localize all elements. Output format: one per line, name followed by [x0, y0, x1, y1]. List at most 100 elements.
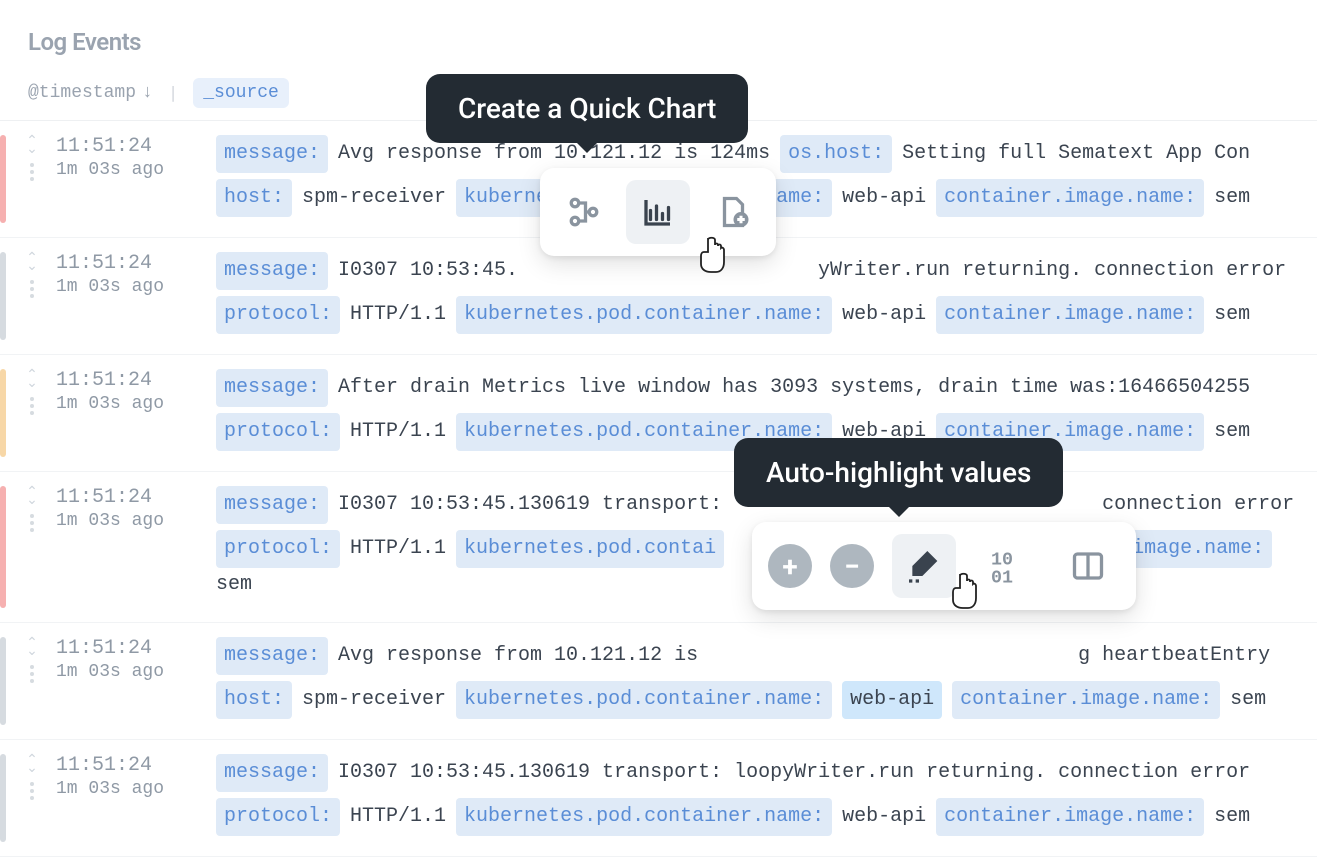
- field-key[interactable]: host:: [216, 179, 292, 217]
- more-icon[interactable]: [30, 280, 34, 298]
- field-value[interactable]: HTTP/1.1: [350, 532, 446, 566]
- field-value[interactable]: I0307 10:53:45.: [338, 254, 518, 288]
- field-key[interactable]: host:: [216, 681, 292, 719]
- more-icon[interactable]: [30, 665, 34, 683]
- field-key[interactable]: container.image.name:: [936, 296, 1204, 334]
- field-value[interactable]: HTTP/1.1: [350, 298, 446, 332]
- log-line: message:Avg response from 10.121.12 is 1…: [216, 135, 1317, 173]
- log-row[interactable]: ⌃⌄11:51:241m 03s agomessage:After drain …: [0, 355, 1317, 472]
- field-key[interactable]: message:: [216, 252, 328, 290]
- log-row[interactable]: ⌃⌄ 11:51:241m 03s agomessage: Avg response…: [0, 623, 1317, 740]
- more-icon[interactable]: [30, 163, 34, 181]
- field-value[interactable]: I0307 10:53:45.130619 transport:: [338, 488, 722, 522]
- field-value[interactable]: web-api: [842, 800, 926, 834]
- log-line: host: spm-receiver kubernetes.pod.containe…: [216, 681, 1317, 719]
- field-key[interactable]: protocol:: [216, 413, 340, 451]
- field-value[interactable]: sem: [1214, 415, 1250, 449]
- expand-icon[interactable]: ⌃⌄: [26, 137, 38, 153]
- expand-icon[interactable]: ⌃⌄: [26, 639, 38, 655]
- row-gutter-controls: ⌃⌄: [8, 135, 56, 223]
- field-value[interactable]: After drain Metrics live window has 3093…: [338, 371, 1250, 405]
- field-value[interactable]: I0307 10:53:45.130619 transport: loopyWr…: [338, 756, 1250, 790]
- field-key[interactable]: kubernetes.pod.contai: [456, 530, 724, 568]
- column-separator: |: [171, 83, 175, 104]
- minus-circle-icon[interactable]: −: [830, 544, 874, 588]
- time-value: 11:51:24: [56, 637, 216, 660]
- add-page-icon[interactable]: [700, 180, 764, 244]
- expand-icon[interactable]: ⌃⌄: [26, 254, 38, 270]
- more-icon[interactable]: [30, 514, 34, 532]
- log-content: message: I0307 10:53:45.130619 transport:…: [216, 754, 1317, 842]
- svg-text:01: 01: [991, 568, 1013, 586]
- row-gutter-controls: ⌃⌄: [8, 637, 56, 725]
- field-value[interactable]: HTTP/1.1: [350, 415, 446, 449]
- log-line: message: After drain Metrics live window …: [216, 369, 1317, 407]
- plus-circle-icon[interactable]: +: [768, 544, 812, 588]
- timestamp-column-header[interactable]: @timestamp ↓: [28, 83, 153, 103]
- field-key[interactable]: message:: [216, 369, 328, 407]
- log-row[interactable]: ⌃⌄ 11:51:241m 03s agomessage: I0307 10:53:…: [0, 740, 1317, 857]
- row-gutter-controls: ⌃⌄: [8, 252, 56, 340]
- tooltip-auto-highlight: Auto-highlight values: [734, 438, 1063, 507]
- log-line: protocol: HTTP/1.1 kubernetes.pod.containe…: [216, 296, 1317, 334]
- field-value[interactable]: HTTP/1.1: [350, 800, 446, 834]
- field-value[interactable]: sem: [1214, 800, 1250, 834]
- field-value[interactable]: spm-receiver: [302, 181, 446, 215]
- field-value[interactable]: Setting full Sematext App Con: [902, 137, 1250, 171]
- highlighter-icon[interactable]: [892, 534, 956, 598]
- field-value[interactable]: sem: [1214, 181, 1250, 215]
- log-line: message: I0307 10:53:45. yWriter.run retur…: [216, 252, 1317, 290]
- field-value[interactable]: connection error: [1102, 488, 1294, 522]
- bar-chart-icon[interactable]: [626, 180, 690, 244]
- field-value[interactable]: yWriter.run returning. connection error: [818, 254, 1286, 288]
- field-key[interactable]: kubernetes.pod.container.name:: [456, 296, 832, 334]
- field-key[interactable]: protocol:: [216, 296, 340, 334]
- field-key[interactable]: os.host:: [780, 135, 892, 173]
- field-value[interactable]: web-api: [842, 298, 926, 332]
- field-key[interactable]: image.name:: [1124, 530, 1272, 568]
- field-value[interactable]: sem: [216, 568, 252, 602]
- field-key[interactable]: message:: [216, 486, 328, 524]
- time-ago: 1m 03s ago: [56, 394, 216, 414]
- field-key[interactable]: protocol:: [216, 798, 340, 836]
- field-value[interactable]: g heartbeatEntry: [1078, 639, 1270, 673]
- expand-icon[interactable]: ⌃⌄: [26, 756, 38, 772]
- severity-gutter: [0, 252, 8, 340]
- row-gutter-controls: ⌃⌄: [8, 486, 56, 608]
- page-title: Log Events: [28, 28, 1317, 56]
- field-key[interactable]: kubernetes.pod.container.name:: [456, 798, 832, 836]
- more-icon[interactable]: [30, 397, 34, 415]
- field-value[interactable]: sem: [1230, 683, 1266, 717]
- time-ago: 1m 03s ago: [56, 277, 216, 297]
- tooltip-quick-chart: Create a Quick Chart: [426, 74, 748, 143]
- expand-icon[interactable]: ⌃⌄: [26, 488, 38, 504]
- field-toolbar-chart: [540, 168, 776, 256]
- field-key[interactable]: message:: [216, 637, 328, 675]
- field-value[interactable]: web-api: [842, 181, 926, 215]
- field-key[interactable]: container.image.name:: [936, 179, 1204, 217]
- field-key[interactable]: container.image.name:: [936, 798, 1204, 836]
- field-key[interactable]: protocol:: [216, 530, 340, 568]
- field-value[interactable]: Avg response from 10.121.12 is: [338, 639, 698, 673]
- field-key[interactable]: message:: [216, 135, 328, 173]
- branch-icon[interactable]: [552, 180, 616, 244]
- time-ago: 1m 03s ago: [56, 662, 216, 682]
- field-key[interactable]: container.image.name:: [952, 681, 1220, 719]
- severity-gutter: [0, 486, 8, 608]
- field-value[interactable]: sem: [1214, 298, 1250, 332]
- timestamp-cell: 11:51:241m 03s ago: [56, 754, 216, 842]
- time-value: 11:51:24: [56, 252, 216, 275]
- binary-icon[interactable]: 1001: [974, 534, 1038, 598]
- log-line: protocol: HTTP/1.1 kubernetes.pod.containe…: [216, 798, 1317, 836]
- page-header: Log Events: [0, 0, 1317, 56]
- field-value-highlighted[interactable]: web-api: [842, 681, 942, 719]
- columns-icon[interactable]: [1056, 534, 1120, 598]
- source-column-chip[interactable]: _source: [193, 78, 289, 108]
- expand-icon[interactable]: ⌃⌄: [26, 371, 38, 387]
- field-key[interactable]: kubernetes.pod.container.name:: [456, 681, 832, 719]
- timestamp-cell: 11:51:241m 03s ago: [56, 135, 216, 223]
- field-value[interactable]: spm-receiver: [302, 683, 446, 717]
- time-ago: 1m 03s ago: [56, 160, 216, 180]
- more-icon[interactable]: [30, 782, 34, 800]
- field-key[interactable]: message:: [216, 754, 328, 792]
